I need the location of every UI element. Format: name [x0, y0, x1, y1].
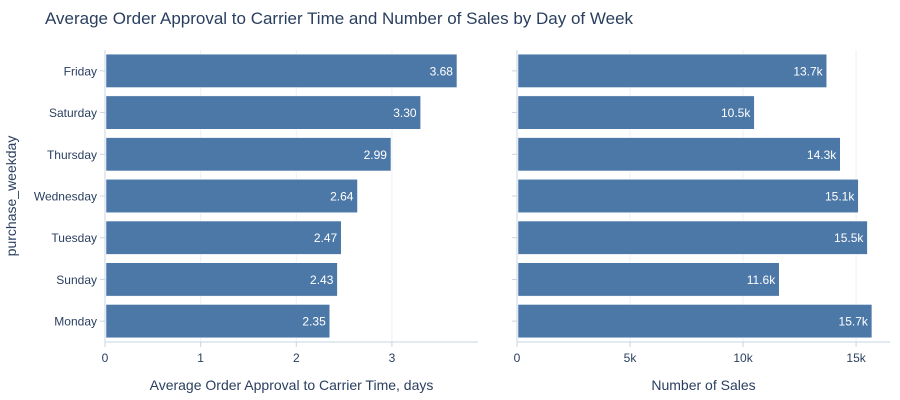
panel1-bar-thursday	[105, 137, 392, 172]
panel1-bar-friday	[105, 53, 458, 88]
panel2-bar-label-tuesday: 15.5k	[834, 231, 864, 245]
panel2-bar-label-friday: 13.7k	[793, 64, 823, 78]
panel2-bar-thursday	[517, 137, 841, 172]
panel1-bar-label-tuesday: 2.47	[314, 231, 338, 245]
panel2-x-tick-label-1: 5k	[624, 351, 638, 365]
panel2-bar-saturday	[517, 95, 755, 130]
panel2-x-axis-title: Number of Sales	[651, 377, 755, 393]
panel1-bar-label-monday: 2.35	[302, 315, 326, 329]
y-tick-label-tuesday: Tuesday	[51, 231, 97, 245]
y-tick-label-wednesday: Wednesday	[34, 190, 97, 204]
panel1-x-tick-label-0: 0	[102, 351, 109, 365]
y-tick-label-friday: Friday	[64, 64, 97, 78]
panel1-bar-saturday	[105, 95, 421, 130]
panel1-bar-label-wednesday: 2.64	[330, 190, 354, 204]
panel1-bar-sunday	[105, 262, 338, 297]
panel2-x-tick-label-3: 15k	[846, 351, 866, 365]
y-tick-label-monday: Monday	[54, 315, 97, 329]
panel1-bar-label-friday: 3.68	[430, 64, 454, 78]
panel1-bar-label-sunday: 2.43	[310, 273, 334, 287]
y-tick-label-sunday: Sunday	[56, 273, 97, 287]
panel2-x-tick-label-2: 10k	[733, 351, 753, 365]
panel1-x-tick-label-3: 3	[389, 351, 396, 365]
panel1-x-axis-title: Average Order Approval to Carrier Time, …	[150, 377, 434, 393]
panel2-bar-friday	[517, 53, 827, 88]
panel1-y-axis-title: purchase_weekday	[3, 136, 19, 257]
panel1-x-tick-label-1: 1	[197, 351, 204, 365]
panel2-bar-label-wednesday: 15.1k	[825, 190, 855, 204]
panel2-bar-label-thursday: 14.3k	[807, 148, 837, 162]
panel2-x-tick-label-0: 0	[514, 351, 521, 365]
panel1-bar-label-saturday: 3.30	[393, 106, 417, 120]
chart-title: Average Order Approval to Carrier Time a…	[45, 9, 634, 28]
panel1-bar-tuesday	[105, 220, 342, 255]
panel1-bar-label-thursday: 2.99	[364, 148, 388, 162]
panel2-bar-tuesday	[517, 220, 868, 255]
panel1-bar-monday	[105, 304, 331, 339]
panel2-bar-sunday	[517, 262, 780, 297]
y-tick-label-saturday: Saturday	[49, 106, 97, 120]
panel2-bar-label-monday: 15.7k	[839, 315, 869, 329]
y-tick-label-thursday: Thursday	[47, 148, 97, 162]
panel2-bar-label-sunday: 11.6k	[747, 273, 776, 287]
panel1-bar-wednesday	[105, 179, 358, 213]
panel1-x-tick-label-2: 2	[293, 351, 300, 365]
panel2-bar-label-saturday: 10.5k	[721, 106, 751, 120]
panel2-bar-wednesday	[517, 179, 859, 213]
panel2-bar-monday	[517, 304, 873, 339]
